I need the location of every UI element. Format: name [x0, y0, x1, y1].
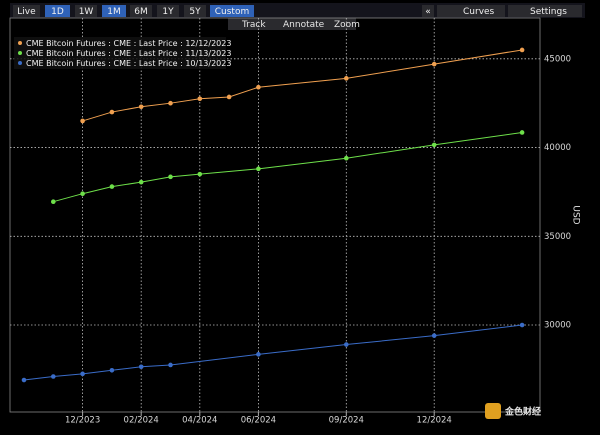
range-button-label[interactable]: 6M — [134, 7, 148, 17]
y-tick-label: 30000 — [544, 321, 571, 331]
data-point — [197, 96, 203, 102]
x-tick-label: 12/2023 — [65, 416, 100, 426]
curves-button[interactable] — [437, 5, 505, 17]
x-tick-label: 04/2024 — [182, 416, 217, 426]
curves-label[interactable]: Curves — [463, 7, 495, 17]
data-point — [51, 374, 56, 379]
data-point — [109, 184, 115, 189]
tool-annotate[interactable]: Annotate — [283, 20, 325, 30]
settings-button[interactable] — [508, 5, 582, 17]
range-button[interactable] — [130, 5, 152, 17]
data-point — [138, 104, 144, 110]
data-point — [80, 371, 85, 377]
legend-marker — [18, 61, 22, 65]
data-point — [519, 130, 525, 135]
range-button[interactable] — [102, 5, 126, 17]
data-point — [344, 342, 349, 347]
range-button-label[interactable]: Custom — [215, 7, 249, 17]
data-point — [197, 171, 203, 177]
legend-box — [14, 37, 226, 69]
range-button-label[interactable]: 1M — [107, 7, 121, 17]
data-point — [168, 100, 173, 106]
legend-label: CME Bitcoin Futures : CME : Last Price :… — [26, 39, 231, 48]
data-point — [431, 142, 437, 148]
data-point — [21, 377, 27, 383]
y-tick-label: 35000 — [544, 232, 571, 242]
legend-marker — [18, 51, 22, 55]
y-tick-label: 45000 — [544, 54, 571, 64]
range-button-label[interactable]: 1Y — [162, 7, 174, 17]
series-line — [23, 324, 523, 381]
collapse-label[interactable]: « — [425, 7, 431, 17]
collapse-button[interactable] — [422, 5, 434, 17]
data-point — [109, 367, 115, 373]
x-tick-label: 12/2024 — [417, 416, 452, 426]
x-tick-label: 02/2024 — [124, 416, 159, 426]
series-line — [82, 49, 523, 122]
x-tick-label: 09/2024 — [329, 416, 364, 426]
data-point — [80, 118, 85, 124]
data-point — [109, 109, 115, 115]
x-tick-label: 06/2024 — [241, 416, 276, 426]
range-button-label[interactable]: 1D — [51, 7, 64, 17]
watermark-logo — [485, 403, 501, 419]
data-point — [80, 191, 85, 197]
range-button[interactable] — [157, 5, 179, 17]
series-line — [53, 131, 523, 203]
data-point — [138, 179, 144, 185]
data-point — [519, 47, 525, 53]
data-point — [226, 94, 232, 100]
range-button[interactable] — [75, 5, 97, 17]
legend-label: CME Bitcoin Futures : CME : Last Price :… — [26, 59, 231, 68]
data-point — [431, 61, 437, 67]
data-point — [256, 84, 261, 90]
tool-track[interactable]: Track — [241, 20, 266, 30]
data-point — [344, 76, 349, 81]
y-axis-label: USD — [571, 205, 581, 224]
legend-marker — [18, 41, 22, 45]
data-point — [256, 352, 261, 357]
range-button-label[interactable]: 5Y — [189, 7, 201, 17]
data-point — [519, 322, 525, 328]
data-point — [168, 174, 173, 180]
data-point — [344, 155, 349, 161]
data-point — [138, 364, 144, 370]
range-button[interactable] — [184, 5, 206, 17]
watermark: 金色财经 — [504, 406, 541, 418]
range-button[interactable] — [210, 5, 254, 17]
y-tick-label: 40000 — [544, 143, 571, 153]
settings-label[interactable]: Settings — [530, 7, 567, 17]
range-button[interactable] — [13, 5, 40, 17]
range-button-label[interactable]: 1W — [79, 7, 94, 17]
tools-bar — [228, 18, 356, 30]
data-point — [431, 333, 437, 338]
plot-frame — [9, 17, 541, 413]
data-point — [168, 362, 173, 368]
data-point — [256, 166, 261, 172]
tool-zoom[interactable]: Zoom — [334, 20, 360, 30]
range-button-label[interactable]: Live — [17, 7, 36, 17]
range-button[interactable] — [45, 5, 70, 17]
data-point — [51, 199, 56, 204]
legend-label: CME Bitcoin Futures : CME : Last Price :… — [26, 49, 231, 58]
